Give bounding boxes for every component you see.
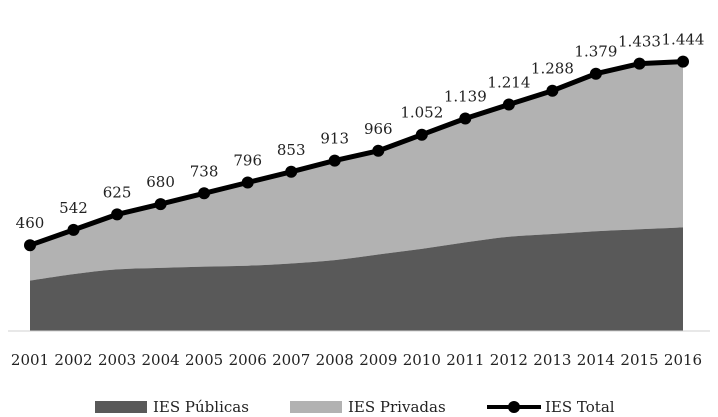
marker-ies-total-2008 [328,154,341,167]
legend-item-2: IES Total [487,398,615,416]
marker-ies-total-2016 [677,55,689,68]
data-label-2014: 1.379 [574,43,617,61]
x-tick-2005: 2005 [185,351,223,369]
data-label-2009: 966 [364,120,393,138]
x-tick-2016: 2016 [664,351,702,369]
data-label-2006: 796 [233,152,262,170]
legend-item-1: IES Privadas [290,398,446,416]
x-tick-2001: 2001 [11,351,49,369]
marker-ies-total-2011 [459,112,472,125]
x-tick-2008: 2008 [316,351,354,369]
data-label-2007: 853 [277,141,306,159]
legend-swatch-marker [508,401,520,413]
total-line-layer [24,55,689,252]
marker-ies-total-2010 [415,128,428,141]
data-label-2002: 542 [59,199,88,217]
data-label-2004: 680 [146,173,175,191]
data-label-2012: 1.214 [487,74,530,92]
data-labels: 4605426256807387968539139661.0521.1391.2… [16,31,705,233]
marker-ies-total-2001 [24,239,36,252]
line-ies-total [29,59,684,248]
legend-label: IES Privadas [348,398,446,416]
data-label-2005: 738 [190,162,219,180]
area-ies-publicas [30,227,683,331]
data-label-2008: 913 [320,130,349,148]
marker-ies-total-2002 [67,223,80,236]
x-tick-2011: 2011 [446,351,484,369]
marker-ies-total-2013 [546,84,559,97]
x-tick-2015: 2015 [620,351,658,369]
x-tick-2002: 2002 [54,351,92,369]
marker-ies-total-2015 [633,57,646,70]
marker-ies-total-2014 [589,67,602,80]
x-tick-2006: 2006 [229,351,267,369]
data-label-2015: 1.433 [618,33,661,51]
legend-swatch [290,401,342,413]
marker-ies-total-2012 [502,98,515,111]
legend-label: IES Total [545,398,615,416]
x-axis-ticks: 2001 2002 2003 2004 2005 2006 2007 2008 2009 2010… [11,351,702,369]
x-tick-2012: 2012 [490,351,528,369]
x-tick-2010: 2010 [403,351,441,369]
data-label-2013: 1.288 [531,60,574,78]
x-tick-2009: 2009 [359,351,397,369]
areas-layer [30,61,683,331]
data-label-2010: 1.052 [400,104,443,122]
legend-swatch [95,401,147,413]
area-ies-privadas [30,61,683,281]
x-tick-2014: 2014 [577,351,615,369]
data-label-2016: 1.444 [662,31,705,49]
marker-ies-total-2009 [372,144,385,157]
marker-ies-total-2006 [241,176,254,189]
legend: IES Públicas IES Privadas IES Total [95,398,615,416]
data-label-2001: 460 [16,214,45,232]
marker-ies-total-2004 [154,198,167,211]
legend-label: IES Públicas [153,398,249,416]
x-tick-2007: 2007 [272,351,310,369]
data-label-2011: 1.139 [444,88,487,106]
marker-ies-total-2007 [285,165,298,178]
x-tick-2003: 2003 [98,351,136,369]
legend-item-0: IES Públicas [95,398,249,416]
x-tick-2013: 2013 [533,351,571,369]
marker-ies-total-2005 [198,187,211,200]
data-label-2003: 625 [103,183,132,201]
marker-ies-total-2003 [111,208,124,221]
x-tick-2004: 2004 [142,351,180,369]
